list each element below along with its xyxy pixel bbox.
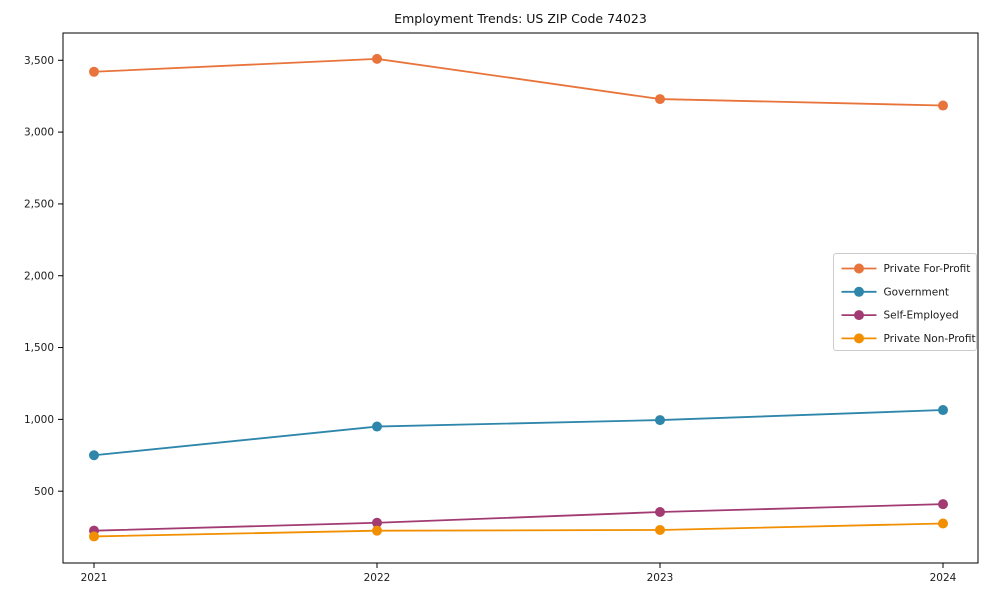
legend-label-government: Government: [884, 286, 949, 298]
legend-marker-private-for-profit: [854, 263, 864, 274]
x-tick-label: 2023: [647, 572, 674, 584]
legend-entry-private-for-profit: Private For-Profit: [841, 263, 971, 275]
x-tick-label: 2024: [930, 572, 957, 584]
data-point-government-2023: [655, 415, 665, 426]
y-tick-label: 1,000: [24, 414, 54, 426]
legend-entry-private-non-profit: Private Non-Profit: [841, 333, 976, 345]
x-tick-label: 2021: [81, 572, 108, 584]
series-line-government: [93, 409, 944, 457]
legend-entry-government: Government: [841, 286, 949, 298]
legend: Private For-Profit Government Self-Employe…: [833, 253, 977, 351]
plot-frame: [62, 32, 979, 564]
x-tick-label: 2022: [364, 572, 391, 584]
y-tick-label: 2,500: [24, 198, 54, 210]
y-tick-label: 500: [34, 486, 54, 498]
y-tick-label: 2,000: [24, 270, 54, 282]
series-line-self-employed: [93, 503, 944, 532]
series-line-private-for-profit: [93, 57, 944, 107]
data-point-self-employed-2023: [655, 507, 665, 518]
y-tick-label: 3,500: [24, 55, 54, 67]
legend-marker-government: [854, 286, 864, 297]
data-point-private-for-profit-2021: [89, 66, 99, 77]
data-point-private-for-profit-2023: [655, 94, 665, 105]
data-point-self-employed-2022: [372, 517, 382, 528]
data-point-private-non-profit-2024: [938, 518, 948, 529]
legend-box: [833, 253, 977, 351]
legend-marker-self-employed: [854, 310, 864, 321]
legend-marker-private-non-profit: [854, 333, 864, 344]
chart-title: Employment Trends: US ZIP Code 74023: [394, 11, 647, 26]
legend-label-private-non-profit: Private Non-Profit: [884, 333, 976, 345]
legend-label-private-for-profit: Private For-Profit: [884, 263, 971, 275]
y-tick-label: 3,000: [24, 127, 54, 139]
y-tick-label: 1,500: [24, 342, 54, 354]
data-point-government-2024: [938, 405, 948, 416]
data-point-private-non-profit-2021: [89, 531, 99, 542]
data-point-self-employed-2024: [938, 499, 948, 510]
legend-entry-self-employed: Self-Employed: [841, 310, 959, 322]
data-point-private-non-profit-2023: [655, 524, 665, 535]
data-point-private-non-profit-2022: [372, 525, 382, 536]
data-point-government-2021: [89, 450, 99, 461]
data-point-private-for-profit-2024: [938, 100, 948, 111]
data-point-private-for-profit-2022: [372, 53, 382, 64]
data-point-government-2022: [372, 421, 382, 432]
series-line-private-non-profit: [93, 522, 944, 538]
legend-label-self-employed: Self-Employed: [884, 310, 959, 322]
